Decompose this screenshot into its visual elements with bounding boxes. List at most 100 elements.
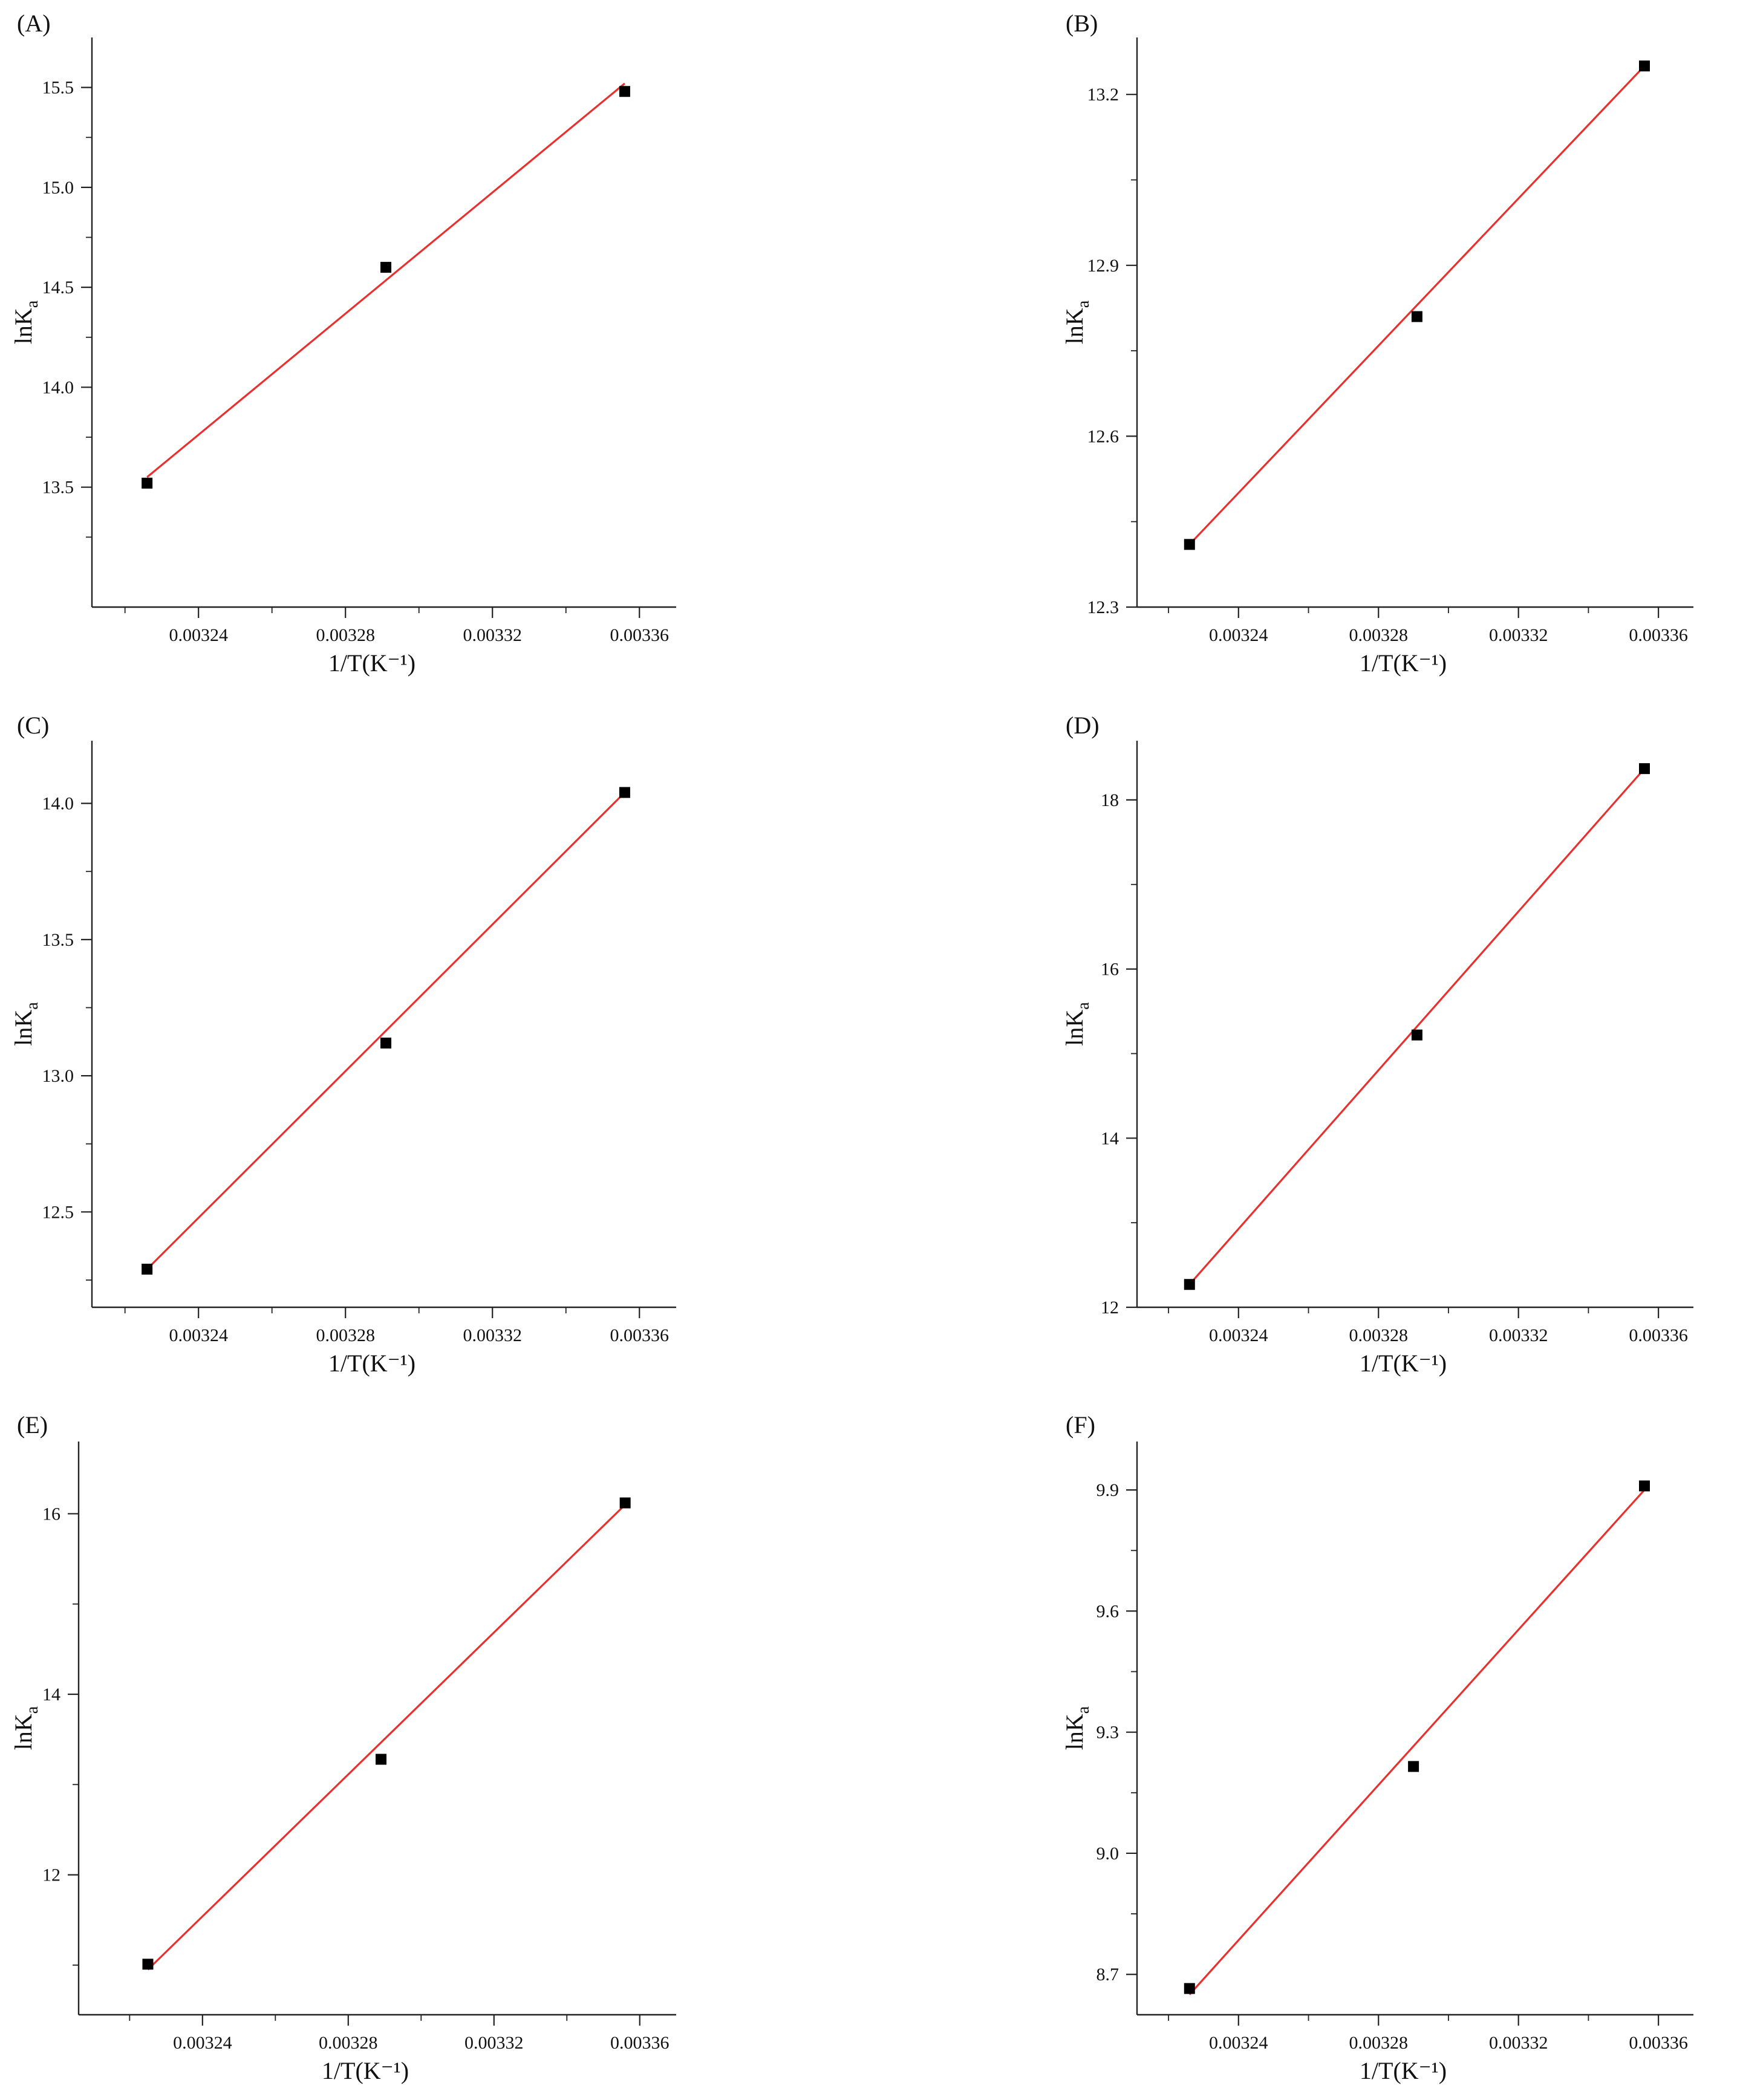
panel-f: (F) 0.00324 0.00328 0.00332 0.00336 8.7 9.0 9.3… [1061, 1411, 1693, 2084]
y-axis-title: lnKa [1061, 300, 1093, 344]
data-point [1638, 1480, 1650, 1492]
y-axis-title: lnKa [1061, 1002, 1093, 1046]
panel-a: (A) 0.00324 0.00328 0.00332 0.00336 13.5 14.0 1… [10, 10, 676, 677]
y-axis-title-subscript: a [1074, 1002, 1093, 1010]
x-tick-label: 0.00324 [1209, 1325, 1268, 1345]
x-tick-label: 0.00328 [316, 625, 375, 645]
panel-label: (E) [17, 1411, 48, 1438]
fit-line [1188, 1489, 1646, 1995]
y-tick-label: 14.0 [42, 794, 74, 814]
data-point [380, 262, 392, 273]
panel-label: (A) [17, 10, 51, 37]
y-tick-label: 8.7 [1096, 1965, 1119, 1985]
x-tick-label: 0.00324 [169, 625, 228, 645]
data-point [142, 478, 153, 489]
x-tick-label: 0.00332 [1489, 625, 1548, 645]
fit-line [146, 82, 625, 478]
x-tick-label: 0.00332 [1489, 1325, 1548, 1345]
x-tick-label: 0.00336 [610, 1325, 669, 1345]
fit-line [1188, 768, 1646, 1286]
panel-d: (D) 0.00324 0.00328 0.00332 0.00336 12 14 16 18 1… [1061, 712, 1693, 1377]
panel-label: (B) [1066, 10, 1098, 37]
y-axis-title-subscript: a [23, 300, 42, 308]
y-tick-label: 12.6 [1087, 426, 1119, 446]
x-tick-label: 0.00324 [173, 2033, 232, 2053]
x-tick-label: 0.00328 [1349, 625, 1408, 645]
panel-c: (C) 0.00324 0.00328 0.00332 0.00336 12.5 13.0 1… [10, 712, 676, 1377]
y-tick-label: 15.0 [42, 178, 74, 198]
y-tick-label: 16 [1101, 960, 1119, 980]
y-tick-label: 12.3 [1087, 597, 1119, 617]
data-point [1408, 1761, 1419, 1772]
data-point [619, 1497, 631, 1509]
y-tick-label: 9.6 [1096, 1601, 1119, 1621]
y-tick-label: 12 [1101, 1298, 1119, 1318]
fit-line [1188, 65, 1646, 545]
x-tick-label: 0.00332 [1489, 2033, 1548, 2053]
x-axis-title: 1/T(K⁻¹) [1360, 2057, 1447, 2084]
y-tick-label: 13.5 [42, 478, 74, 498]
x-tick-label: 0.00324 [1209, 625, 1268, 645]
x-axis-title: 1/T(K⁻¹) [1360, 649, 1447, 677]
y-axis-title: lnKa [10, 1706, 42, 1750]
y-axis-title-subscript: a [1074, 300, 1093, 308]
y-axis-title-subscript: a [23, 1002, 42, 1010]
y-tick-label: 15.5 [42, 78, 74, 98]
y-axis-title-main: lnK [10, 1010, 37, 1046]
data-point [1184, 1279, 1195, 1290]
y-tick-label: 12.9 [1087, 256, 1119, 276]
y-axis-title-main: lnK [1061, 1714, 1088, 1750]
y-axis-title: lnKa [1061, 1706, 1093, 1750]
y-axis-title-subscript: a [1074, 1706, 1093, 1714]
data-point [1184, 539, 1195, 550]
y-tick-label: 16 [42, 1504, 60, 1524]
y-axis-title-subscript: a [23, 1706, 42, 1714]
y-tick-label: 12.5 [42, 1202, 74, 1222]
x-tick-label: 0.00328 [316, 1325, 375, 1345]
y-tick-label: 14.0 [42, 377, 74, 397]
x-tick-label: 0.00336 [1629, 625, 1688, 645]
y-tick-label: 9.3 [1096, 1723, 1119, 1743]
x-axis-title: 1/T(K⁻¹) [1360, 1350, 1447, 1377]
data-point [142, 1263, 153, 1275]
x-tick-label: 0.00336 [610, 625, 669, 645]
x-tick-label: 0.00328 [1349, 2033, 1408, 2053]
data-point [376, 1754, 387, 1765]
x-tick-label: 0.00324 [1209, 2033, 1268, 2053]
x-tick-label: 0.00336 [610, 2033, 670, 2053]
panel-label: (F) [1066, 1411, 1095, 1438]
data-point [1411, 1029, 1422, 1041]
x-axis-title: 1/T(K⁻¹) [328, 1350, 415, 1377]
data-point [1638, 763, 1650, 775]
x-tick-label: 0.00332 [464, 2033, 524, 2053]
data-point [619, 86, 630, 97]
y-axis-title-main: lnK [10, 1714, 37, 1750]
y-tick-label: 13.2 [1087, 85, 1119, 105]
y-axis-title: lnKa [10, 300, 42, 344]
data-point [380, 1038, 392, 1049]
panel-e: (E) 0.00324 0.00328 0.00332 0.00336 12 14 16 1/T… [10, 1411, 676, 2084]
y-tick-label: 13.0 [42, 1066, 74, 1086]
x-tick-label: 0.00328 [319, 2033, 378, 2053]
y-axis-title-main: lnK [1061, 308, 1088, 344]
x-axis-title: 1/T(K⁻¹) [322, 2057, 409, 2084]
y-tick-label: 14 [42, 1685, 60, 1705]
y-axis-title: lnKa [10, 1002, 42, 1046]
data-point [1411, 311, 1422, 322]
y-tick-label: 9.0 [1096, 1844, 1119, 1864]
x-tick-label: 0.00336 [1629, 2033, 1688, 2053]
data-point [1184, 1983, 1195, 1994]
y-tick-label: 12 [42, 1865, 60, 1885]
y-tick-label: 18 [1101, 790, 1119, 810]
data-point [142, 1959, 154, 1970]
y-tick-label: 14.5 [42, 278, 74, 297]
panel-b: (B) 0.00324 0.00328 0.00332 0.00336 12.3 12.6 1… [1061, 10, 1693, 677]
x-tick-label: 0.00324 [169, 1325, 228, 1345]
y-tick-label: 14 [1101, 1128, 1119, 1148]
panel-label: (C) [17, 712, 49, 739]
fit-line [146, 792, 626, 1270]
panel-label: (D) [1066, 712, 1100, 739]
x-tick-label: 0.00336 [1629, 1325, 1688, 1345]
y-axis-title-main: lnK [10, 308, 37, 344]
